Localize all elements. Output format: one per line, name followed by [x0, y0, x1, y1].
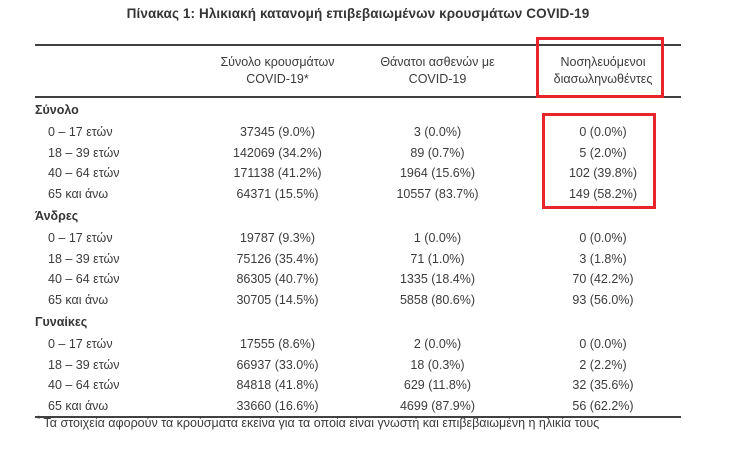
age-label: 18 – 39 ετών — [48, 145, 120, 160]
intubated-value: 149 (58.2%) — [568, 186, 638, 201]
deaths-value: 5858 (80.6%) — [399, 292, 476, 307]
deaths-value: 629 (11.8%) — [403, 378, 472, 392]
group-label: Γυναίκες — [35, 315, 88, 329]
deaths-value: 2 (0.0%) — [413, 337, 462, 351]
table-row: 0 – 17 ετών 19787 (9.3%) 1 (0.0%) 0 (0.0… — [35, 228, 681, 249]
group-label: Άνδρες — [35, 209, 79, 223]
table-row: 18 – 39 ετών 142069 (34.2%) 89 (0.7%) 5 … — [35, 143, 681, 164]
column-header-intubated: Νοσηλευόμενοι διασωληνωθέντες — [505, 45, 681, 98]
table-row: 40 – 64 ετών 84818 (41.8%) 629 (11.8%) 3… — [35, 375, 681, 396]
deaths-value: 3 (0.0%) — [413, 125, 462, 139]
cases-value: 66937 (33.0%) — [236, 357, 319, 372]
intubated-value: 5 (2.0%) — [579, 145, 627, 160]
table-row: 40 – 64 ετών 171138 (41.2%) 1964 (15.6%)… — [35, 163, 681, 184]
age-label: 65 και άνω — [48, 186, 109, 201]
cases-value: 30705 (14.5%) — [236, 292, 319, 307]
column-header-deaths: Θάνατοι ασθενών με COVID-19 — [370, 45, 505, 98]
cases-value: 64371 (15.5%) — [236, 186, 319, 201]
deaths-value: 1335 (18.4%) — [399, 272, 476, 286]
cases-value: 17555 (8.6%) — [239, 337, 316, 351]
intubated-value: 3 (1.8%) — [579, 251, 627, 266]
age-label: 40 – 64 ετών — [48, 166, 120, 180]
table-row: 65 και άνω 33660 (16.6%) 4699 (87.9%) 56… — [35, 396, 681, 418]
age-label: 65 και άνω — [48, 292, 109, 307]
intubated-value: 32 (35.6%) — [572, 378, 634, 392]
intubated-value: 93 (56.0%) — [572, 292, 634, 307]
age-label: 0 – 17 ετών — [48, 337, 113, 351]
age-label: 40 – 64 ετών — [48, 378, 120, 392]
column-header-empty — [35, 45, 185, 98]
deaths-value: 4699 (87.9%) — [399, 398, 476, 413]
table-row: 18 – 39 ετών 66937 (33.0%) 18 (0.3%) 2 (… — [35, 355, 681, 376]
footnote: * Τα στοιχεία αφορούν τα κρούσματα εκείνα… — [37, 414, 697, 430]
deaths-value: 1964 (15.6%) — [399, 166, 476, 180]
age-label: 0 – 17 ετών — [48, 125, 113, 139]
table-row: 0 – 17 ετών 37345 (9.0%) 3 (0.0%) 0 (0.0… — [35, 122, 681, 143]
group-label: Σύνολο — [35, 103, 79, 117]
table-row: 0 – 17 ετών 17555 (8.6%) 2 (0.0%) 0 (0.0… — [35, 334, 681, 355]
intubated-value: 56 (62.2%) — [572, 398, 634, 413]
cases-value: 33660 (16.6%) — [236, 398, 319, 413]
table-header-row: Σύνολο κρουσμάτων COVID-19* Θάνατοι ασθε… — [35, 45, 681, 98]
covid-age-table: Σύνολο κρουσμάτων COVID-19* Θάνατοι ασθε… — [35, 44, 681, 418]
deaths-value: 1 (0.0%) — [413, 231, 462, 245]
cases-value: 142069 (34.2%) — [233, 145, 322, 160]
page-title: Πίνακας 1: Ηλικιακή κατανομή επιβεβαιωμέ… — [126, 6, 590, 21]
table-row: 65 και άνω 64371 (15.5%) 10557 (83.7%) 1… — [35, 184, 681, 205]
group-row-women: Γυναίκες — [35, 310, 681, 334]
deaths-value: 89 (0.7%) — [410, 145, 465, 160]
intubated-value: 2 (2.2%) — [579, 357, 627, 372]
age-label: 18 – 39 ετών — [48, 251, 120, 266]
column-header-cases: Σύνολο κρουσμάτων COVID-19* — [185, 45, 370, 98]
cases-value: 84818 (41.8%) — [236, 378, 319, 392]
deaths-value: 10557 (83.7%) — [396, 186, 479, 201]
cases-value: 75126 (35.4%) — [236, 251, 319, 266]
cases-value: 171138 (41.2%) — [233, 166, 322, 180]
footnote-asterisk: * — [37, 414, 41, 424]
deaths-value: 18 (0.3%) — [410, 357, 465, 372]
intubated-value: 0 (0.0%) — [579, 231, 627, 245]
table-row: 18 – 39 ετών 75126 (35.4%) 71 (1.0%) 3 (… — [35, 249, 681, 270]
cases-value: 19787 (9.3%) — [239, 231, 316, 245]
table-row: 65 και άνω 30705 (14.5%) 5858 (80.6%) 93… — [35, 290, 681, 311]
group-row-total: Σύνολο — [35, 97, 681, 122]
intubated-value: 70 (42.2%) — [572, 272, 634, 286]
age-label: 18 – 39 ετών — [48, 357, 120, 372]
age-label: 40 – 64 ετών — [48, 272, 120, 286]
intubated-value: 0 (0.0%) — [579, 125, 627, 139]
age-label: 65 και άνω — [48, 398, 109, 413]
intubated-value: 102 (39.8%) — [568, 166, 638, 180]
cases-value: 86305 (40.7%) — [236, 272, 319, 286]
group-row-men: Άνδρες — [35, 204, 681, 228]
deaths-value: 71 (1.0%) — [410, 251, 465, 266]
cases-value: 37345 (9.0%) — [239, 125, 316, 139]
intubated-value: 0 (0.0%) — [579, 337, 627, 351]
footnote-text: Τα στοιχεία αφορούν τα κρούσματα εκείνα … — [43, 416, 600, 431]
table-row: 40 – 64 ετών 86305 (40.7%) 1335 (18.4%) … — [35, 269, 681, 290]
age-label: 0 – 17 ετών — [48, 231, 113, 245]
